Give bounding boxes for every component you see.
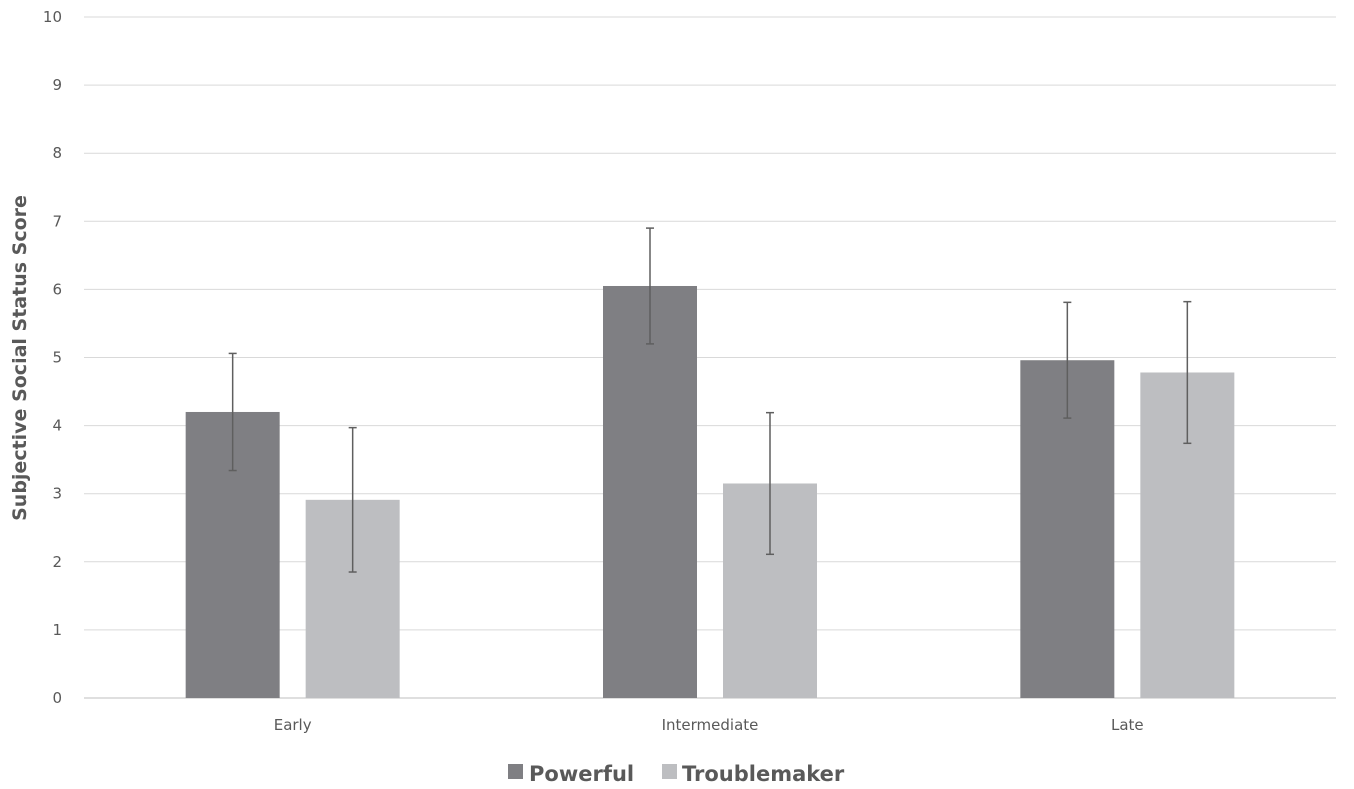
- x-tick-label: Intermediate: [662, 716, 759, 734]
- y-tick-label: 2: [52, 553, 62, 571]
- y-tick-label: 7: [52, 212, 62, 230]
- error-bar-troublemaker-early: [348, 426, 357, 573]
- error-bar-powerful-late: [1063, 301, 1072, 419]
- legend: Powerful Troublemaker: [508, 762, 845, 786]
- error-bar-troublemaker-late: [1183, 300, 1192, 445]
- y-tick-label: 3: [52, 485, 62, 503]
- y-axis-label: Subjective Social Status Score: [9, 195, 31, 521]
- legend-swatch-powerful: [508, 764, 523, 779]
- error-bars: [228, 227, 1192, 573]
- x-tick-label: Late: [1111, 716, 1144, 734]
- y-tick-label: 1: [52, 621, 62, 639]
- y-tick-label: 9: [52, 76, 62, 94]
- error-bar-troublemaker-intermediate: [766, 411, 774, 556]
- x-tick-label: Early: [274, 716, 312, 734]
- y-tick-label: 5: [52, 349, 62, 367]
- y-tick-label: 6: [52, 280, 62, 298]
- legend-label-troublemaker: Troublemaker: [682, 762, 845, 786]
- y-tick-label: 4: [52, 417, 62, 435]
- y-axis-ticks: 0 1 2 3 4 5 6 7 8 9 10: [43, 8, 62, 707]
- error-bar-powerful-intermediate: [646, 227, 654, 345]
- y-tick-label: 0: [52, 689, 62, 707]
- legend-label-powerful: Powerful: [529, 762, 634, 786]
- bars: [185, 285, 1235, 698]
- legend-swatch-troublemaker: [662, 764, 677, 779]
- error-bar-powerful-early: [228, 352, 237, 472]
- y-tick-label: 10: [43, 8, 62, 26]
- x-axis-ticks: Early Intermediate Late: [274, 716, 1144, 734]
- y-tick-label: 8: [52, 144, 62, 162]
- bar-powerful-intermediate: [603, 285, 697, 698]
- gridlines: [84, 16, 1336, 699]
